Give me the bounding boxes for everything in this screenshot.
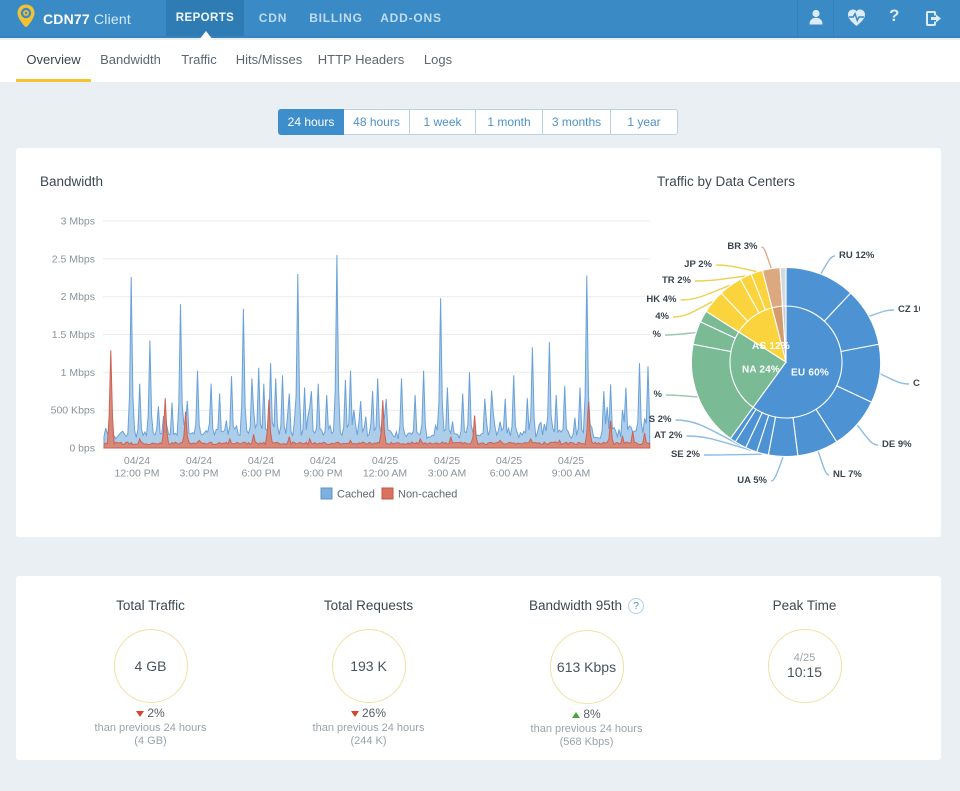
- svg-text:TR 2%: TR 2%: [662, 275, 692, 286]
- svg-text:12:00 AM: 12:00 AM: [363, 468, 407, 480]
- svg-text:2 Mbps: 2 Mbps: [61, 291, 95, 303]
- svg-text:EU 60%: EU 60%: [791, 368, 829, 379]
- svg-text:04/24: 04/24: [310, 455, 336, 467]
- svg-text:6:00 AM: 6:00 AM: [490, 468, 529, 480]
- svg-text:04/25: 04/25: [372, 455, 398, 467]
- svg-text:3 Mbps: 3 Mbps: [61, 216, 95, 228]
- svg-text:04/25: 04/25: [558, 455, 584, 467]
- svg-text:04/25: 04/25: [434, 455, 460, 467]
- svg-text:500 Kbps: 500 Kbps: [51, 405, 95, 417]
- svg-text:NA 24%: NA 24%: [742, 365, 780, 376]
- svg-text:HK 4%: HK 4%: [646, 294, 677, 305]
- svg-text:04/24: 04/24: [186, 455, 212, 467]
- svg-text:9:00 AM: 9:00 AM: [552, 468, 591, 480]
- svg-text:04/24: 04/24: [124, 455, 150, 467]
- svg-text:DE 9%: DE 9%: [882, 439, 912, 450]
- svg-text:%: %: [653, 329, 662, 340]
- svg-text:UA 5%: UA 5%: [737, 475, 767, 486]
- svg-text:1 Mbps: 1 Mbps: [61, 367, 95, 379]
- svg-text:3:00 PM: 3:00 PM: [179, 468, 218, 480]
- svg-text:BR 3%: BR 3%: [727, 241, 758, 252]
- svg-text:SE 2%: SE 2%: [671, 449, 701, 460]
- svg-text:NL 7%: NL 7%: [833, 469, 862, 480]
- svg-text:CH 10%: CH 10%: [913, 378, 920, 389]
- svg-text:Cached: Cached: [337, 489, 375, 501]
- svg-text:S 2%: S 2%: [649, 414, 672, 425]
- svg-text:04/25: 04/25: [496, 455, 522, 467]
- svg-text:%: %: [654, 389, 663, 400]
- svg-text:AS 12%: AS 12%: [752, 341, 790, 352]
- svg-text:4%: 4%: [655, 311, 669, 322]
- svg-text:RU 12%: RU 12%: [839, 250, 875, 261]
- svg-text:6:00 PM: 6:00 PM: [241, 468, 280, 480]
- svg-text:0 bps: 0 bps: [69, 443, 95, 455]
- svg-text:3:00 AM: 3:00 AM: [428, 468, 467, 480]
- svg-text:2.5 Mbps: 2.5 Mbps: [52, 253, 95, 265]
- svg-text:CZ 10%: CZ 10%: [898, 304, 920, 315]
- svg-text:04/24: 04/24: [248, 455, 274, 467]
- svg-text:9:00 PM: 9:00 PM: [303, 468, 342, 480]
- svg-text:Non-cached: Non-cached: [398, 489, 457, 501]
- svg-text:12:00 PM: 12:00 PM: [115, 468, 160, 480]
- svg-text:AT 2%: AT 2%: [654, 430, 683, 441]
- svg-text:1.5 Mbps: 1.5 Mbps: [52, 329, 95, 341]
- svg-text:JP 2%: JP 2%: [684, 259, 712, 270]
